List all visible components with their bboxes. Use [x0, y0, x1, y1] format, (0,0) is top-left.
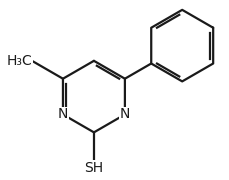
- Text: SH: SH: [84, 161, 104, 175]
- Text: N: N: [58, 107, 68, 122]
- Text: N: N: [120, 107, 130, 122]
- Text: H₃C: H₃C: [6, 54, 32, 68]
